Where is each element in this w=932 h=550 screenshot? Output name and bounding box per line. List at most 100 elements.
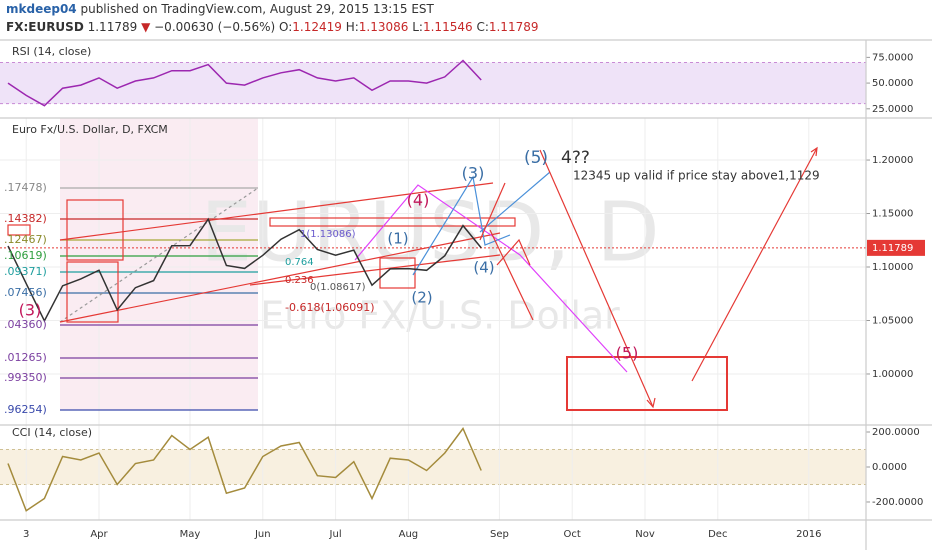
x-tick-label: Apr [90, 529, 108, 540]
open: 1.12419 [292, 20, 342, 34]
annotation: .17478) [4, 181, 47, 194]
box [7, 224, 31, 236]
annotation: .10619) [4, 249, 47, 262]
annotation: 12345 up valid if price stay above1,1129 [573, 169, 820, 183]
arrow [539, 149, 654, 408]
annotation: .12467) [4, 233, 47, 246]
y-tick-label: 50.0000 [872, 78, 913, 89]
trend-line [59, 182, 494, 241]
annotation: .07456) [4, 286, 47, 299]
quote-line: FX:EURUSD 1.11789 ▼ −0.00630 (−0.56%) O:… [6, 18, 538, 36]
y-tick-label: 1.15000 [872, 209, 913, 220]
annotation: (2) [411, 289, 432, 307]
annotation: (4) [473, 259, 494, 277]
series-line [7, 59, 482, 107]
panel-title: CCI (14, close) [12, 426, 92, 439]
y-tick-label: 200.0000 [872, 427, 920, 438]
fib-diagonal [59, 187, 259, 323]
y-tick-label: 1.20000 [872, 155, 913, 166]
h-label: H: [345, 20, 359, 34]
box [269, 217, 516, 227]
annotation: 4?? [561, 148, 590, 168]
box [66, 261, 119, 323]
wave-line [479, 171, 551, 233]
box [66, 199, 124, 261]
high: 1.13086 [358, 20, 409, 34]
annotation: (3) [462, 164, 485, 183]
series-line [7, 217, 482, 323]
annotation: 0.236 [285, 275, 314, 286]
o-label: O: [278, 20, 293, 34]
projection-line [354, 184, 628, 373]
annotation: (3) [19, 301, 42, 320]
annotation: .01265) [4, 351, 47, 364]
grid-layer [0, 56, 870, 520]
trend-line [59, 232, 501, 323]
x-tick-label: 2016 [796, 529, 821, 540]
watermark: Euro FX/U.S. Dollar [260, 294, 620, 338]
band [0, 62, 866, 104]
annotation: 1(1.13086) [300, 229, 356, 240]
last-price-badge [867, 239, 925, 256]
x-tick-label: Aug [399, 529, 419, 540]
x-tick-label: Nov [635, 529, 655, 540]
annotation: .04360) [4, 318, 47, 331]
c-label: C: [476, 20, 489, 34]
annotation: 0(1.08617) [310, 282, 366, 293]
arrow [479, 182, 506, 241]
change: −0.00630 (−0.56%) [154, 20, 276, 34]
y-tick-label: 75.0000 [872, 52, 913, 63]
close: 1.11789 [488, 20, 539, 34]
band [0, 449, 866, 485]
l-label: L: [412, 20, 423, 34]
trend-line [249, 254, 501, 286]
last: 1.11789 [87, 20, 138, 34]
arrow-head [810, 146, 818, 157]
drawings [0, 39, 932, 550]
background-layer: EURUSD, D Euro FX/U.S. Dollar [0, 62, 866, 485]
x-tick-label: May [180, 529, 201, 540]
x-tick-label: 3 [23, 529, 29, 540]
annotation: .96254) [4, 403, 47, 416]
arrow-head [646, 397, 656, 409]
arrow [691, 147, 818, 382]
x-tick-label: Oct [564, 529, 581, 540]
box [379, 257, 416, 289]
annotation: (5) [616, 344, 639, 363]
wave-line [412, 175, 511, 276]
last-price-label: 1.11789 [872, 243, 913, 254]
target-box [566, 356, 728, 411]
annotation: -0.618(1.06091) [285, 301, 375, 314]
arrow [489, 229, 534, 321]
series-line [7, 427, 482, 512]
arrow [496, 238, 531, 266]
panel-title: RSI (14, close) [12, 45, 91, 58]
x-tick-label: Jun [254, 529, 271, 540]
annotation: .14382) [4, 212, 47, 225]
watermark: EURUSD, D [200, 185, 659, 280]
x-tick-label: Dec [708, 529, 727, 540]
y-tick-label: 1.05000 [872, 315, 913, 326]
annotation: .99350) [4, 371, 47, 384]
annotation: (5) [524, 148, 548, 168]
x-tick-label: Jul [329, 529, 342, 540]
y-tick-label: 25.0000 [872, 104, 913, 115]
y-tick-label: -200.0000 [872, 497, 923, 508]
annotation: (4) [407, 191, 430, 210]
y-tick-label: 0.0000 [872, 462, 907, 473]
author[interactable]: mkdeep04 [6, 2, 77, 16]
publish-line: mkdeep04 published on TradingView.com, A… [6, 0, 538, 18]
x-tick-label: Sep [490, 529, 509, 540]
arrow: ▼ [141, 20, 151, 34]
annotation: (1) [387, 230, 408, 248]
annotation: 0.764 [285, 257, 314, 268]
annotation: .09371) [4, 265, 47, 278]
header: mkdeep04 published on TradingView.com, A… [6, 0, 538, 36]
published: published on TradingView.com, August 29,… [80, 2, 434, 16]
highlight-zone [60, 118, 258, 410]
y-tick-label: 1.00000 [872, 369, 913, 380]
low: 1.11546 [422, 20, 473, 34]
panel-title: Euro Fx/U.S. Dollar, D, FXCM [12, 123, 168, 136]
